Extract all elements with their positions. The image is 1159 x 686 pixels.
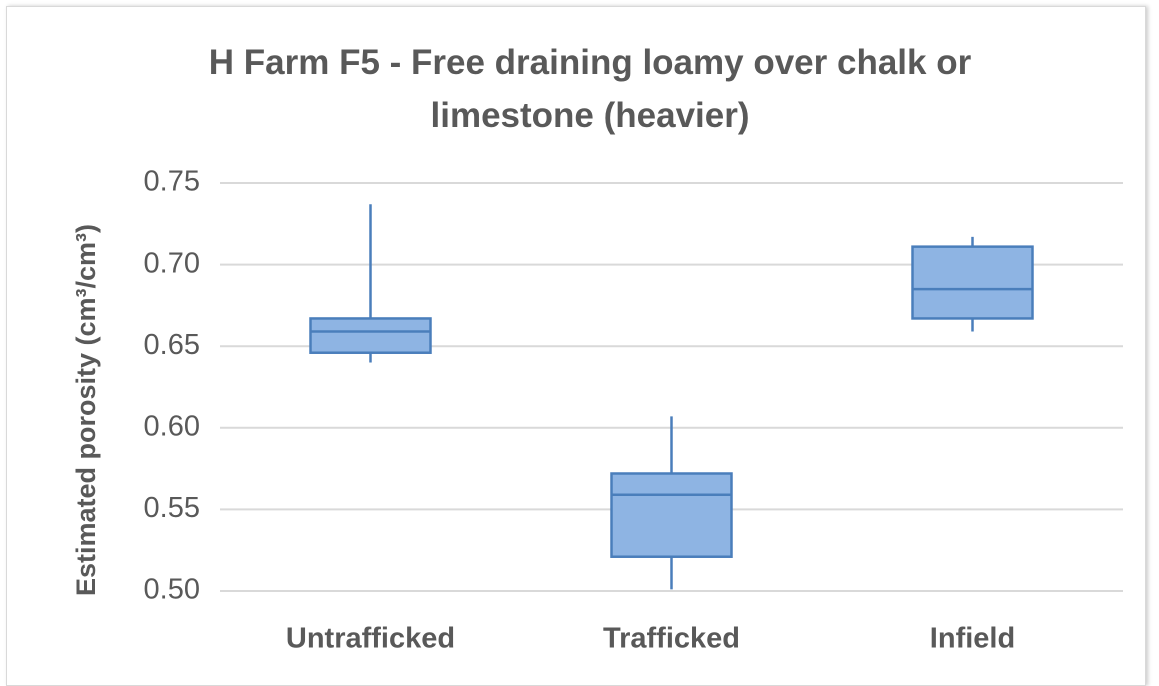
y-tick-label: 0.65 [144,329,200,361]
y-tick-label: 0.55 [144,492,200,524]
box [309,317,432,354]
chart-title: H Farm F5 - Free draining loamy over cha… [208,43,972,135]
y-tick-label: 0.75 [144,166,200,198]
x-tick-label: Untrafficked [286,623,455,655]
y-tick-label: 0.60 [144,410,200,442]
y-tick-label: 0.50 [144,574,200,606]
x-tick-label: Infield [930,623,1015,655]
box [911,245,1034,320]
y-axis-label: Estimated porosity (cm³/cm³) [71,224,101,596]
box [610,472,733,558]
y-tick-label: 0.70 [144,247,200,279]
x-tick-label: Trafficked [603,623,740,655]
